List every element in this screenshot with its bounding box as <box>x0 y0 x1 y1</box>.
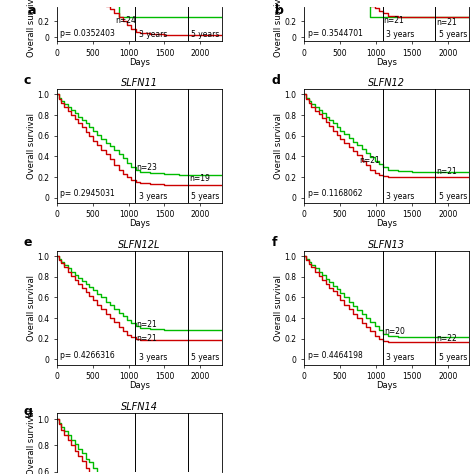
Text: n=21: n=21 <box>436 167 457 176</box>
Text: p= 0.4266316: p= 0.4266316 <box>60 351 115 360</box>
Y-axis label: Overall survival: Overall survival <box>27 113 36 179</box>
X-axis label: Days: Days <box>376 219 397 228</box>
Text: 3 years: 3 years <box>386 354 415 363</box>
Text: 3 years: 3 years <box>139 354 167 363</box>
Text: 3 years: 3 years <box>139 192 167 201</box>
Text: n=20: n=20 <box>384 327 405 336</box>
Text: n=21: n=21 <box>137 334 157 343</box>
Text: n=21: n=21 <box>383 16 404 25</box>
Y-axis label: Overall survival: Overall survival <box>27 409 36 474</box>
Text: 3 years: 3 years <box>386 192 415 201</box>
X-axis label: Days: Days <box>129 58 150 67</box>
Text: p= 0.3544701: p= 0.3544701 <box>308 29 363 38</box>
Text: b: b <box>274 4 283 18</box>
Text: n=24: n=24 <box>116 17 137 25</box>
Text: n=23: n=23 <box>137 163 157 172</box>
Y-axis label: Overall survival: Overall survival <box>27 275 36 341</box>
X-axis label: Days: Days <box>129 381 150 390</box>
Text: d: d <box>271 74 280 88</box>
Text: p= 0.2945031: p= 0.2945031 <box>60 189 115 198</box>
Text: 5 years: 5 years <box>191 192 220 201</box>
Y-axis label: Overall survival: Overall survival <box>274 275 283 341</box>
Text: p= 0.0352403: p= 0.0352403 <box>60 29 115 38</box>
Text: n=19: n=19 <box>189 173 210 182</box>
Text: 3 years: 3 years <box>139 30 167 39</box>
Y-axis label: Overall survival: Overall survival <box>274 113 283 179</box>
Text: 5 years: 5 years <box>439 354 467 363</box>
Text: 5 years: 5 years <box>191 30 220 39</box>
Text: a: a <box>27 4 36 18</box>
Y-axis label: Overall survival: Overall survival <box>274 0 283 57</box>
Text: 5 years: 5 years <box>439 30 467 39</box>
Text: c: c <box>24 74 31 88</box>
Text: 5 years: 5 years <box>439 192 467 201</box>
Text: p= 0.1168062: p= 0.1168062 <box>308 189 362 198</box>
Text: n=21: n=21 <box>137 320 157 329</box>
Text: n=21: n=21 <box>359 156 380 165</box>
Text: e: e <box>24 236 32 249</box>
Title: SLFN14: SLFN14 <box>121 402 158 412</box>
Title: SLFN13: SLFN13 <box>368 240 405 250</box>
X-axis label: Days: Days <box>376 381 397 390</box>
Title: SLFN11: SLFN11 <box>121 79 158 89</box>
Text: 3 years: 3 years <box>386 30 415 39</box>
X-axis label: Days: Days <box>129 219 150 228</box>
Text: n=21: n=21 <box>436 18 457 27</box>
Text: n=22: n=22 <box>436 334 457 343</box>
Text: 5 years: 5 years <box>191 354 220 363</box>
Text: f: f <box>271 236 277 249</box>
Title: SLFN12: SLFN12 <box>368 79 405 89</box>
Y-axis label: Overall survival: Overall survival <box>27 0 36 57</box>
Text: p= 0.4464198: p= 0.4464198 <box>308 351 362 360</box>
X-axis label: Days: Days <box>376 58 397 67</box>
Text: g: g <box>24 405 33 418</box>
Title: SLFN12L: SLFN12L <box>118 240 161 250</box>
